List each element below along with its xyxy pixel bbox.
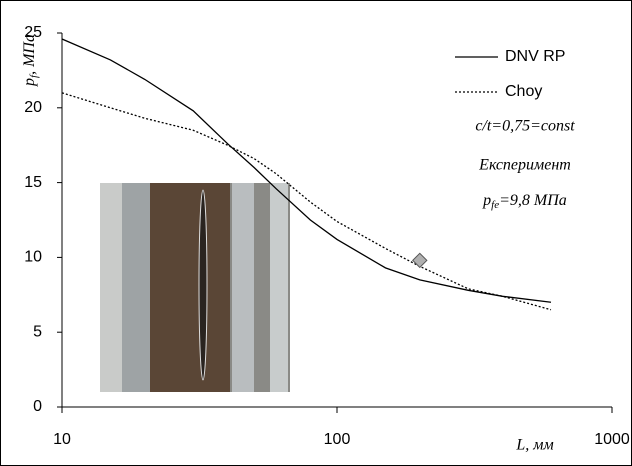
data-point: [412, 252, 428, 269]
y-tick-label: 20: [24, 99, 42, 116]
series-line: [61, 38, 552, 303]
y-tick-label: 5: [33, 323, 42, 340]
annotation: Експеримент: [478, 157, 571, 174]
annotation: c/t=0,75=const: [475, 118, 575, 135]
y-label-rest: , МПа: [21, 34, 38, 75]
y-tick-label: 15: [24, 174, 42, 191]
y-label-main: p: [21, 78, 38, 87]
y-tick-label: 10: [24, 249, 42, 266]
y-axis-label: pf, МПа: [21, 34, 40, 87]
series-line: [61, 92, 552, 311]
photo-inset: [100, 183, 290, 392]
legend-label: DNV RP: [505, 48, 565, 65]
y-tick-label: 25: [24, 24, 42, 41]
annotation-main: p: [482, 192, 491, 209]
annotation: pfe=9,8 МПа: [482, 192, 567, 211]
x-tick-label: 100: [324, 431, 351, 448]
x-tick-label: 1000: [594, 431, 630, 448]
x-axis-label: L, мм: [515, 437, 553, 454]
legend-label: Choy: [505, 83, 542, 100]
annotation-rest: =9,8 МПа: [499, 192, 567, 209]
x-tick-label: 10: [53, 431, 71, 448]
annotation-sub: fe: [491, 199, 499, 211]
y-tick-label: 0: [33, 398, 42, 415]
y-label-sub: f: [28, 73, 40, 78]
